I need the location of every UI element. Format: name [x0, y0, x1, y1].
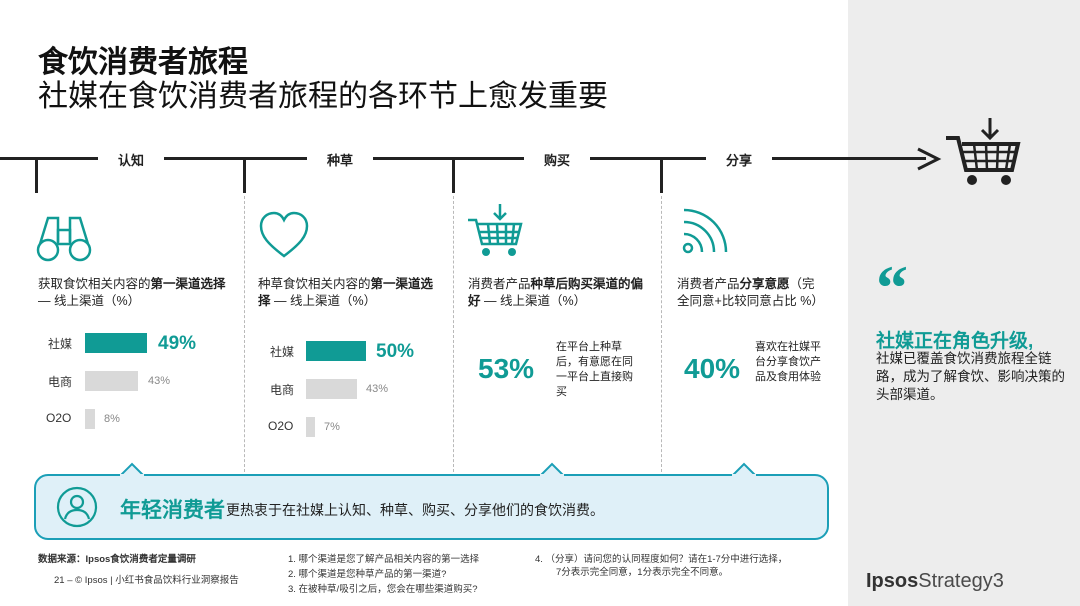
- col1-description: 获取食饮相关内容的第一渠道选择 — 线上渠道（%）: [38, 277, 226, 308]
- divider: [453, 196, 454, 472]
- banner-title: 年轻消费者: [120, 499, 225, 522]
- col4-stat: 40%: [684, 353, 741, 384]
- col1-bar-o2o: [85, 409, 95, 429]
- quote-mark: “: [876, 252, 908, 323]
- footer-q2: 2. 哪个渠道是您种草产品的第一渠道?: [288, 569, 447, 580]
- young-consumer-banner: [34, 474, 829, 540]
- col1-value-o2o: 8%: [104, 413, 120, 425]
- col2-value-o2o: 7%: [324, 421, 340, 433]
- tick: [452, 157, 455, 193]
- footer-page: 21 – © Ipsos | 小红书食品饮料行业洞察报告: [54, 575, 239, 586]
- stage-purchase: 购买: [524, 150, 590, 169]
- col3-stat: 53%: [478, 353, 535, 384]
- ipsos-logo: IpsosStrategy3: [866, 570, 1004, 592]
- col1-value-social: 49%: [158, 333, 197, 354]
- col2-value-ecom: 43%: [366, 383, 389, 395]
- page-subtitle: 社媒在食饮消费者旅程的各环节上愈发重要: [38, 80, 608, 113]
- col2-description: 种草食饮相关内容的第一渠道选择 — 线上渠道（%）: [258, 277, 434, 308]
- stage-awareness: 认知: [98, 150, 164, 169]
- col3-description: 消费者产品种草后购买渠道的偏好 — 线上渠道（%）: [468, 277, 644, 308]
- shopping-cart-icon: [466, 204, 526, 267]
- sidebar-heading: 社媒正在角色升级,: [876, 331, 1034, 352]
- col3-note: 在平台上种草后，有意愿在同一平台上直接购买: [556, 341, 633, 398]
- col2-bar-o2o: [306, 417, 315, 437]
- footer-q4b: 7分表示完全同意，1分表示完全不同意。: [556, 567, 729, 578]
- col1-label-o2o: O2O: [46, 411, 72, 425]
- sidebar-panel: [848, 0, 1080, 606]
- col1-label-social: 社媒: [48, 337, 73, 351]
- footer-q1: 1. 哪个渠道是您了解产品相关内容的第一选择: [288, 554, 480, 565]
- banner-notch-fill: [120, 474, 756, 480]
- tick: [243, 157, 246, 193]
- page-title: 食饮消费者旅程: [38, 46, 248, 79]
- col1-value-ecom: 43%: [148, 375, 171, 387]
- footer-source: 数据来源：Ipsos食饮消费者定量调研: [38, 554, 196, 565]
- col1-bar-social: [85, 333, 147, 353]
- col2-label-ecom: 电商: [270, 383, 295, 397]
- col2-bar-social: [306, 341, 366, 361]
- stage-seeding: 种草: [307, 150, 373, 169]
- stage-sharing: 分享: [706, 150, 772, 169]
- cart-big-icon: [944, 118, 1024, 193]
- footer-q3: 3. 在被种草/吸引之后，您会在哪些渠道购买?: [288, 584, 478, 595]
- col2-bar-ecom: [306, 379, 357, 399]
- col2-label-o2o: O2O: [268, 419, 294, 433]
- binoculars-icon: [36, 212, 92, 269]
- footer-q4a: 4. （分享）请问您的认同程度如何？请在1-7分中进行选择，: [535, 554, 788, 565]
- banner-body: 更热衷于在社媒上认知、种草、购买、分享他们的食饮消费。: [226, 502, 604, 518]
- tick: [35, 157, 38, 193]
- col2-label-social: 社媒: [270, 345, 295, 359]
- divider: [244, 196, 245, 472]
- col2-value-social: 50%: [376, 341, 415, 362]
- tick: [660, 157, 663, 193]
- user-icon: [56, 486, 98, 533]
- col4-description: 消费者产品分享意愿（完全同意+比较同意占比 %）: [677, 277, 824, 308]
- share-signal-icon: [680, 206, 730, 261]
- divider: [661, 196, 662, 472]
- col1-bar-ecom: [85, 371, 138, 391]
- arrow-right-icon: [916, 146, 942, 177]
- col4-note: 喜欢在社媒平台分享食饮产品及食用体验: [755, 341, 821, 383]
- heart-icon: [258, 210, 310, 265]
- col1-label-ecom: 电商: [48, 375, 73, 389]
- journey-line: [0, 157, 926, 160]
- sidebar-body: 社媒已覆盖食饮消费旅程全链路，成为了解食饮、影响决策的头部渠道。: [876, 351, 1065, 402]
